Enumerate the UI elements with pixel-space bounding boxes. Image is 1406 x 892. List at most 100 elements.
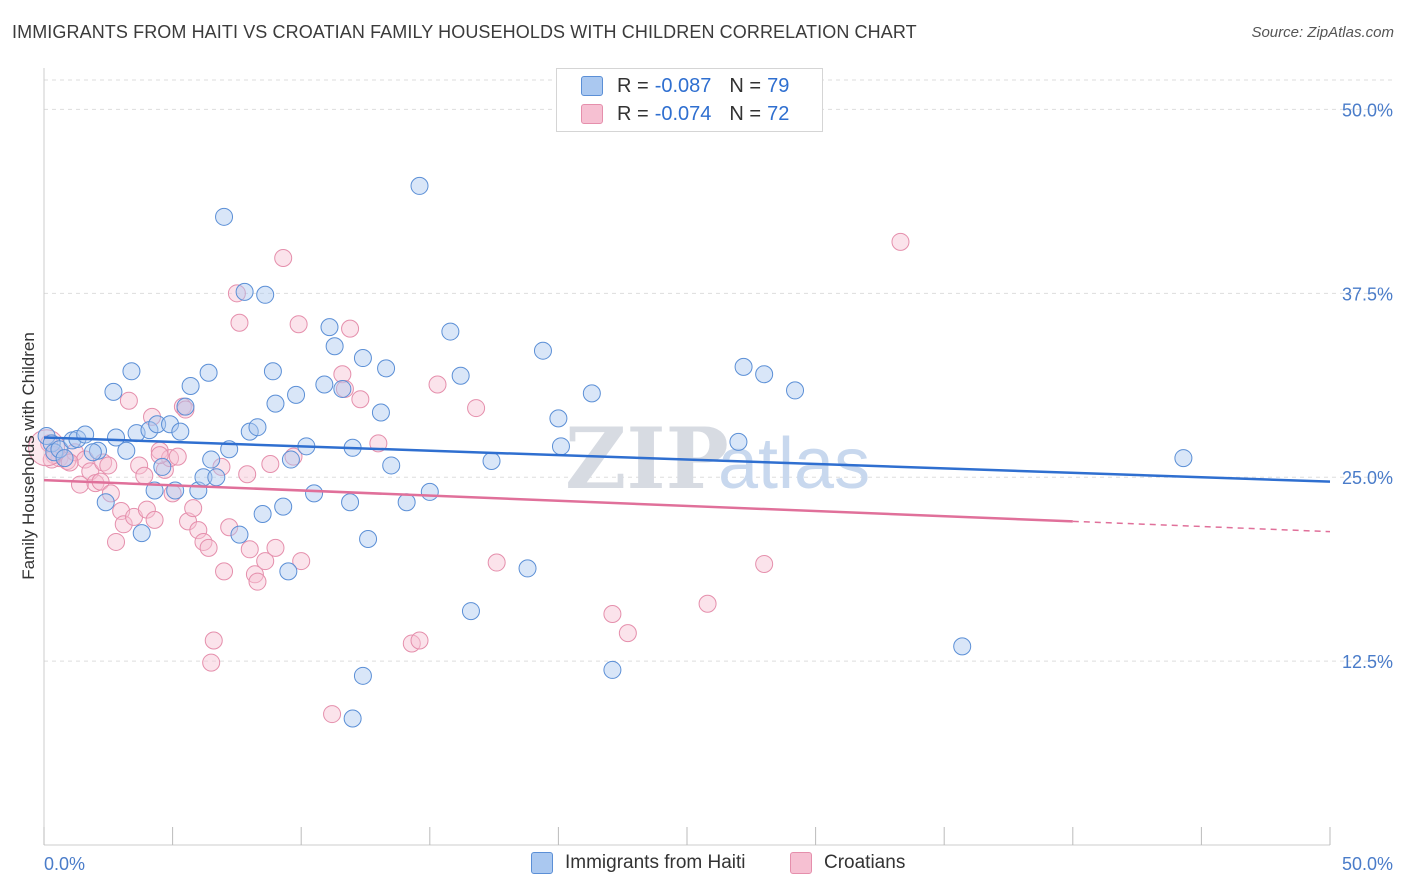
croatians-point	[428, 375, 447, 394]
croatians-point	[266, 538, 285, 557]
haiti-point	[410, 176, 429, 195]
croatians-legend-label: Croatians	[824, 852, 906, 873]
haiti-point	[215, 207, 234, 226]
haiti-point	[199, 363, 218, 382]
haiti-point	[253, 504, 272, 523]
haiti-point	[266, 394, 285, 413]
croatians-point	[245, 565, 264, 584]
haiti-point	[786, 381, 805, 400]
y-tick-label: 50.0%	[1342, 100, 1393, 120]
haiti-point	[377, 359, 396, 378]
haiti-point	[263, 362, 282, 381]
haiti-point	[397, 493, 416, 512]
haiti-point	[235, 282, 254, 301]
croatians-point	[341, 319, 360, 338]
croatians-point	[289, 315, 308, 334]
legend-row-croatians: R = -0.074 N = 72	[581, 101, 789, 127]
haiti-point	[161, 415, 180, 434]
croatians-point	[220, 518, 239, 537]
haiti-point	[274, 497, 293, 516]
haiti-point	[132, 524, 151, 543]
haiti-point	[461, 602, 480, 621]
haiti-point	[382, 456, 401, 475]
haiti-point	[145, 481, 164, 500]
haiti-point	[230, 525, 249, 544]
haiti-point	[420, 482, 439, 501]
haiti-point	[45, 443, 64, 462]
haiti-point	[148, 415, 167, 434]
haiti-point	[371, 403, 390, 422]
y-tick-label: 25.0%	[1342, 468, 1393, 488]
haiti-point	[325, 337, 344, 356]
haiti-point	[202, 450, 221, 469]
croatians-point	[240, 540, 259, 559]
croatians-point	[107, 532, 126, 551]
croatians-point	[204, 631, 223, 650]
croatians-point	[194, 532, 213, 551]
croatians-point	[256, 552, 275, 571]
croatians-point	[145, 510, 164, 529]
legend-n-label: N =	[729, 74, 762, 97]
haiti-point	[287, 385, 306, 404]
haiti-legend-icon	[531, 852, 553, 874]
haiti-point	[603, 660, 622, 679]
croatians-point	[76, 450, 95, 469]
y-tick-label: 12.5%	[1342, 652, 1393, 672]
legend-r-value-haiti: -0.087	[654, 74, 712, 97]
haiti-point	[333, 379, 352, 398]
croatians-point	[261, 454, 280, 473]
haiti-point	[83, 443, 102, 462]
haiti-point	[518, 559, 537, 578]
haiti-point	[181, 377, 200, 395]
croatians-point	[130, 456, 149, 475]
croatians-trend-extension	[1072, 520, 1331, 533]
haiti-point	[441, 322, 460, 341]
croatians-point	[212, 457, 231, 476]
correlation-legend: R = -0.087 N = 79 R = -0.074 N = 72	[556, 68, 823, 132]
legend-n-value-croatians: 72	[767, 102, 790, 125]
haiti-point	[734, 357, 753, 376]
legend-n-value-haiti: 79	[767, 74, 790, 97]
legend-row-haiti: R = -0.087 N = 79	[581, 73, 789, 99]
y-tick-labels: 12.5% 25.0% 37.5% 50.0%	[1342, 100, 1393, 672]
croatians-point	[618, 624, 637, 643]
haiti-point	[117, 441, 136, 460]
croatians-point	[238, 465, 257, 484]
croatians-point	[114, 515, 133, 534]
haiti-point	[279, 562, 298, 581]
legend-r-value-croatians: -0.074	[654, 102, 712, 125]
haiti-point	[353, 666, 372, 685]
croatians-point	[199, 538, 218, 557]
haiti-point	[320, 318, 339, 337]
croatians-point	[215, 562, 234, 581]
y-tick-label: 37.5%	[1342, 284, 1393, 304]
haiti-point	[107, 428, 126, 447]
croatians-point	[227, 284, 246, 303]
haiti-point	[122, 362, 141, 381]
croatians-point	[333, 365, 352, 384]
haiti-point	[341, 493, 360, 512]
croatians-point	[698, 594, 717, 613]
croatians-point	[179, 512, 198, 531]
haiti-point	[451, 366, 470, 385]
source-label: Source: ZipAtlas.com	[1251, 24, 1394, 41]
croatians-point	[184, 499, 203, 518]
croatians-point	[65, 443, 84, 462]
haiti-point	[359, 530, 378, 548]
croatians-point	[410, 631, 429, 650]
haiti-point	[482, 452, 501, 471]
haiti-point	[729, 432, 748, 451]
croatians-point	[248, 572, 267, 591]
croatians-points	[28, 232, 910, 724]
x-tick-label-min: 0.0%	[44, 854, 85, 874]
trend-lines	[43, 436, 1331, 533]
haiti-point	[281, 450, 300, 469]
haiti-point	[953, 637, 972, 656]
croatians-point	[487, 553, 506, 572]
chart-title: IMMIGRANTS FROM HAITI VS CROATIAN FAMILY…	[12, 22, 917, 42]
croatians-point	[150, 446, 169, 465]
haiti-swatch-icon	[581, 76, 603, 96]
y-axis-label: Family Households with Children	[19, 332, 38, 580]
haiti-point	[153, 457, 172, 476]
